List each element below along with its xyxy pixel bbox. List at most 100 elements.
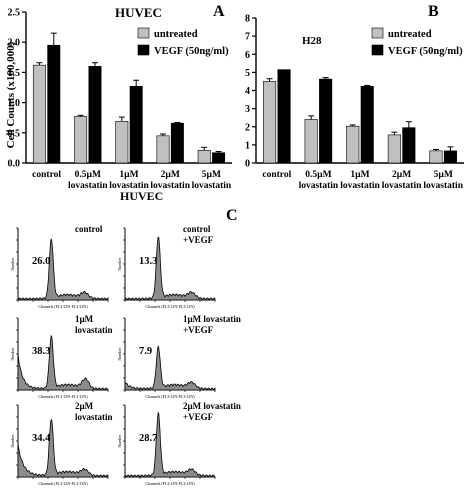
panel-b-category-label: 0.5µM [305, 170, 331, 180]
histogram-condition-label: +VEGF [183, 412, 214, 422]
panel-a-ylabel: Cell Counts (x100,000) [5, 41, 17, 148]
panel-a-legend-swatch [137, 27, 150, 39]
histogram-2: Number Channels (FL3-LIN-FL3-LIN) 13.3 cont… [117, 224, 216, 309]
panel-a-bar-vegf [170, 122, 184, 164]
histogram-x-label: Channels (FL3-LIN-FL3-LIN) [145, 394, 195, 399]
panel-b-category-label: control [262, 170, 291, 180]
panel-b-y-tick-label: 6 [245, 50, 250, 61]
panel-a-category-label: lovastatin [109, 181, 149, 191]
panel-a-legend-label: VEGF (50ng/ml) [154, 46, 229, 57]
histogram-distribution [124, 236, 216, 301]
panel-a-bar-untreated [32, 64, 46, 164]
panel-b-category-label: 2µM [392, 170, 411, 180]
panel-a-bar-vegf [212, 152, 226, 164]
panel-b-legend-swatch [371, 44, 384, 56]
histogram-y-label: Number [10, 257, 15, 271]
histogram-x-label: Channels (FL3-LIN-FL3-LIN) [145, 304, 195, 309]
histogram-distribution [124, 345, 216, 391]
panel-a-bar-untreated [156, 135, 170, 164]
histogram-x-label: Channels (FL3-LIN-FL3-LIN) [38, 481, 88, 486]
panel-b-category-label: 1µM [350, 170, 369, 180]
panel-b-y-tick-label: 0 [245, 159, 250, 170]
histogram-percent: 13.3 [139, 256, 157, 267]
histogram-distribution [17, 238, 109, 301]
panel-a-bar-chart: HUVEC A Cell Counts (x100,000) 0.0 0.5 1.0… [5, 3, 232, 191]
histogram-condition-label: 2µM [75, 401, 94, 411]
panel-c-histograms: HUVEC C Number Channels (FL3-LIN-FL3-LIN)… [10, 189, 241, 486]
panel-b-legend-label: untreated [388, 29, 432, 40]
histogram-6: Number Channels (FL3-LIN-FL3-LIN) 28.7 2µM … [117, 401, 241, 486]
panel-a-category-label: 2µM [161, 170, 180, 180]
panel-b-bar-vegf [443, 150, 457, 164]
histogram-5: Number Channels (FL3-LIN-FL3-LIN) 34.4 2µMl… [10, 401, 113, 486]
histogram-percent: 7.9 [139, 346, 152, 357]
histogram-y-label: Number [10, 434, 15, 448]
panel-a-category-label: 1µM [119, 170, 138, 180]
panel-a-y-tick-label: 2.5 [8, 8, 21, 19]
panel-a-category-label: 5µM [202, 170, 221, 180]
panel-b-bar-vegf [319, 78, 333, 164]
histogram-percent: 28.7 [139, 433, 157, 444]
panel-a-bar-vegf [47, 44, 61, 164]
histogram-condition-label: +VEGF [183, 235, 214, 245]
panel-b-category-label: 5µM [434, 170, 453, 180]
panel-a-bar-untreated [115, 121, 129, 164]
histogram-y-label: Number [10, 347, 15, 361]
histogram-y-label: Number [117, 434, 122, 448]
panel-a-y-tick-label: 1.5 [8, 68, 21, 79]
panel-b-bar-untreated [263, 81, 277, 164]
panel-b-bar-vegf [360, 86, 374, 164]
panel-b-bar-vegf [402, 127, 416, 164]
panel-b-y-tick-label: 4 [245, 86, 250, 97]
histogram-condition-label: +VEGF [183, 325, 214, 335]
panel-b-title: H28 [302, 35, 322, 47]
histogram-condition-label: lovastatin [75, 325, 113, 335]
panel-a-bar-untreated [197, 150, 211, 164]
panel-a-y-tick-label: 0.0 [8, 159, 21, 170]
panel-c-letter: C [226, 207, 238, 224]
panel-b-bar-vegf [277, 69, 291, 164]
histogram-distribution [17, 334, 109, 391]
histogram-3: Number Channels (FL3-LIN-FL3-LIN) 38.3 1µMl… [10, 314, 113, 399]
panel-a-category-label: lovastatin [150, 181, 190, 191]
histogram-distribution [124, 411, 216, 478]
panel-a-y-tick-label: 0.5 [8, 128, 21, 139]
panel-b-legend-swatch [371, 27, 384, 39]
panel-a-category-label: lovastatin [68, 181, 108, 191]
histogram-x-label: Channels (FL3-LIN-FL3-LIN) [145, 481, 195, 486]
panel-a-y-tick-label: 1.0 [8, 98, 21, 109]
panel-b-y-tick-label: 2 [245, 122, 250, 133]
panel-b-bar-untreated [429, 150, 443, 164]
panel-b-category-label: lovastatin [340, 181, 380, 191]
histogram-condition-label: 1µM [75, 314, 94, 324]
panel-a-bar-vegf [129, 85, 143, 164]
panel-a-category-label: control [32, 170, 61, 180]
panel-b-legend-label: VEGF (50ng/ml) [388, 46, 463, 57]
histogram-x-label: Channels (FL3-LIN-FL3-LIN) [38, 394, 88, 399]
panel-b-bar-untreated [346, 125, 360, 164]
panel-c-title: HUVEC [120, 189, 163, 203]
histogram-condition-label: 2µM lovastatin [183, 401, 241, 411]
panel-b-bar-untreated [304, 119, 318, 164]
panel-b-category-label: lovastatin [423, 181, 463, 191]
panel-a-letter: A [213, 3, 225, 20]
histogram-condition-label: control [75, 224, 103, 234]
panel-a-bar-vegf [88, 66, 102, 164]
histogram-y-label: Number [117, 257, 122, 271]
panel-a-legend-swatch [137, 44, 150, 56]
panel-a-y-tick-label: 2.0 [8, 38, 21, 49]
panel-a-bar-untreated [74, 116, 88, 164]
panel-a-category-label: 0.5µM [75, 170, 101, 180]
panel-b-bar-untreated [387, 134, 401, 164]
panel-b-category-label: lovastatin [299, 181, 339, 191]
panel-b-letter: B [428, 3, 439, 20]
panel-b-y-tick-label: 5 [245, 68, 250, 79]
panel-b-y-tick-label: 8 [245, 14, 250, 25]
panel-b-y-tick-label: 7 [245, 32, 250, 43]
panel-a-legend-label: untreated [154, 29, 198, 40]
histogram-percent: 26.0 [32, 256, 50, 267]
histogram-condition-label: 1µM lovastatin [183, 314, 241, 324]
histogram-x-label: Channels (FL3-LIN-FL3-LIN) [38, 304, 88, 309]
